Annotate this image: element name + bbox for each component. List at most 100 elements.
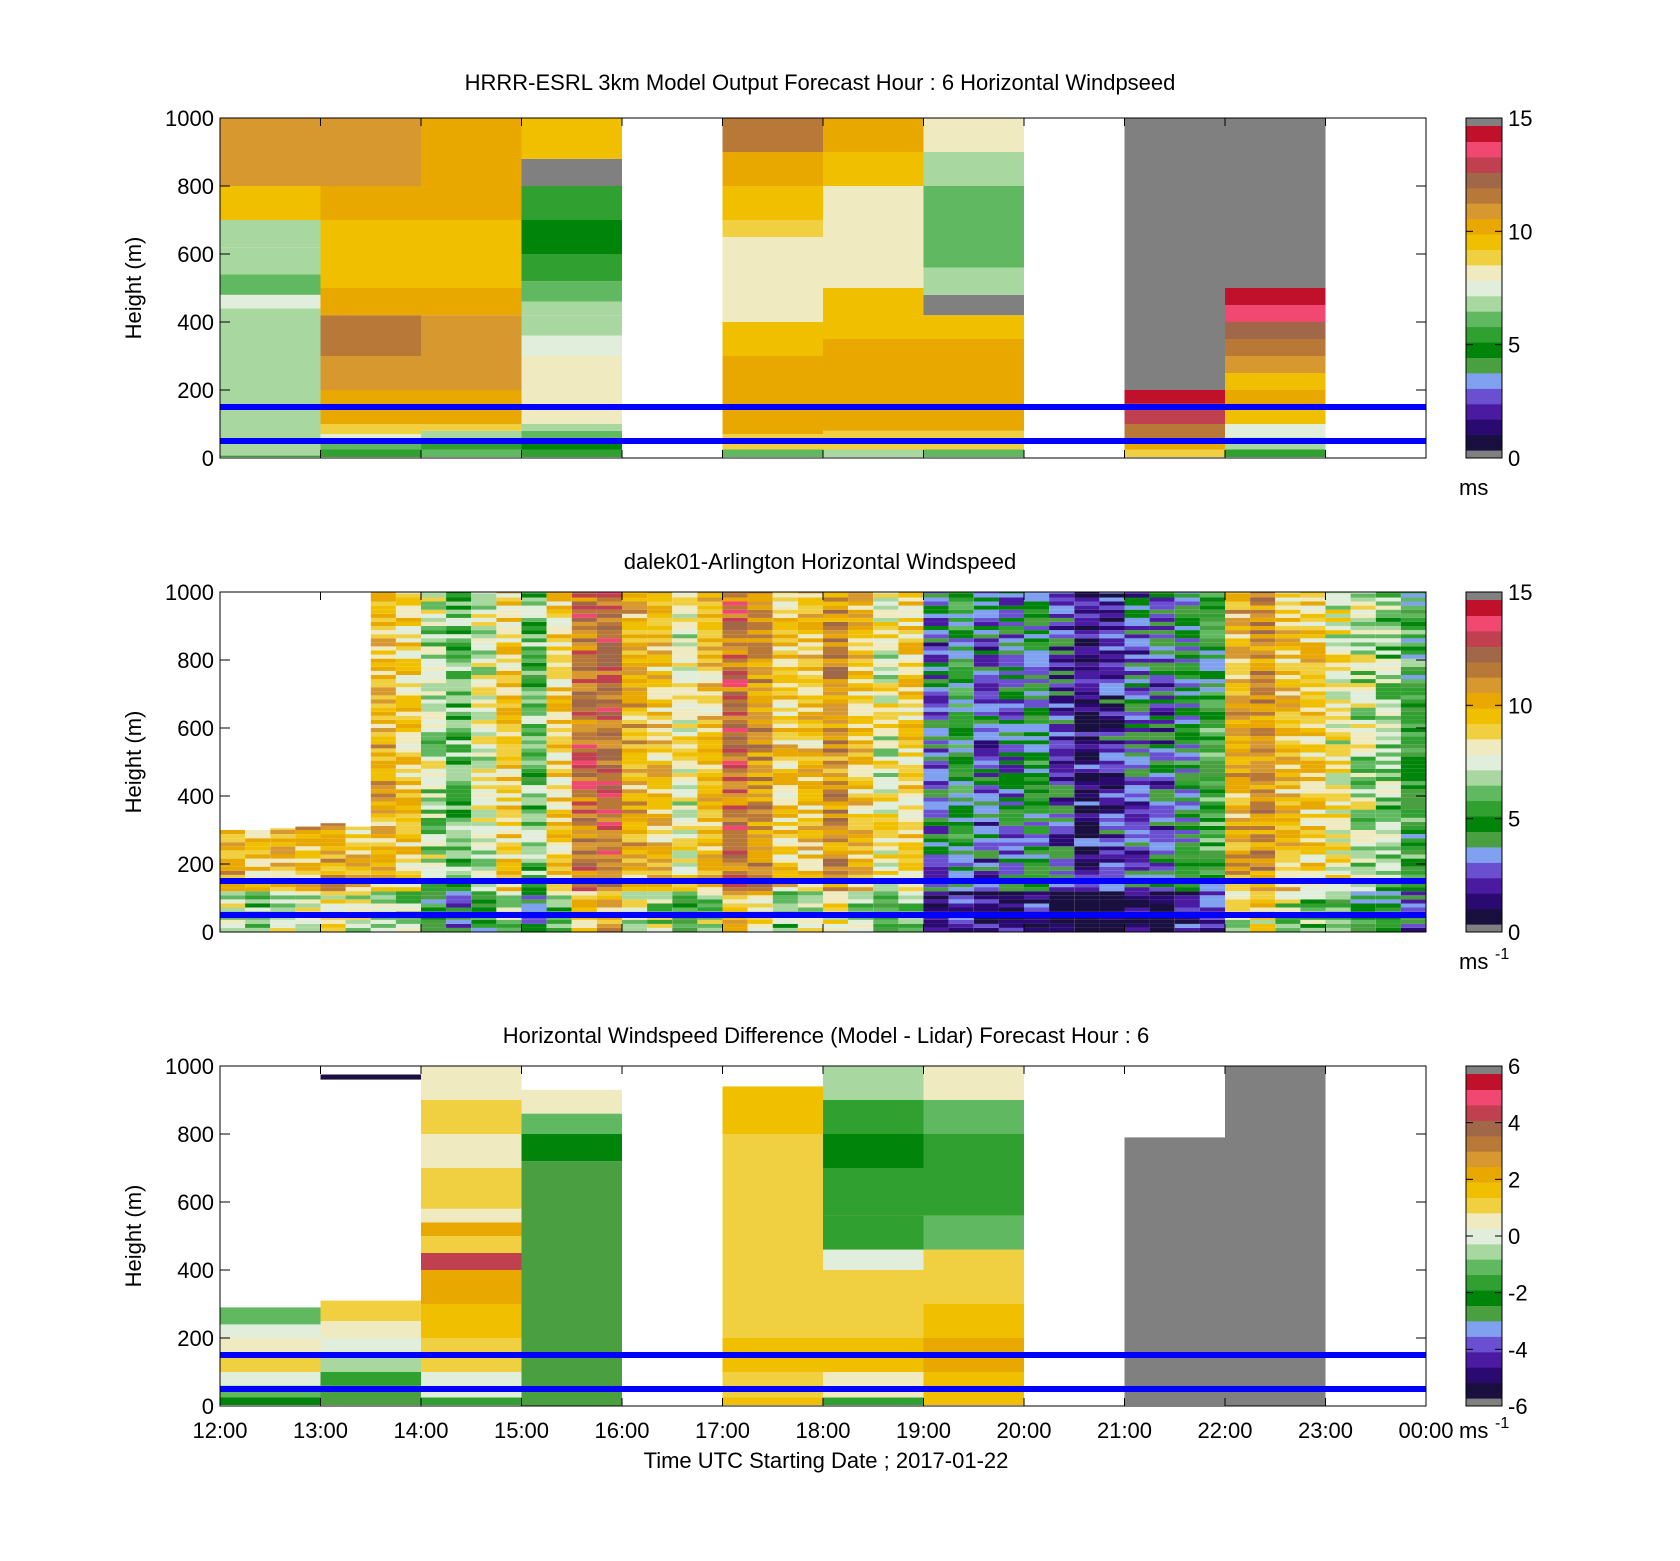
lidar-cell [1375,850,1401,855]
lidar-cell [797,789,823,794]
lidar-cell [1199,715,1225,720]
lidar-cell [747,899,773,904]
lidar-cell [973,923,999,928]
lidar-cell [1024,825,1050,830]
lidar-cell [1124,809,1150,814]
lidar-cell [1199,777,1225,782]
heatmap-cell [923,1304,1024,1338]
lidar-cell [622,752,648,757]
lidar-cell [1149,825,1175,830]
lidar-cell [496,797,522,802]
lidar-cell [1099,830,1125,835]
lidar-cell [647,605,673,610]
lidar-cell [848,781,874,786]
lidar-cell [471,654,497,659]
lidar-cell [848,838,874,843]
lidar-cell [1099,907,1125,912]
lidar-cell [973,862,999,867]
lidar-cell [1300,703,1326,708]
lidar-cell [873,662,899,667]
lidar-cell [521,732,547,737]
lidar-cell [1400,662,1426,667]
lidar-cell [421,756,447,761]
lidar-cell [1225,675,1251,680]
lidar-cell [245,858,271,863]
y-tick-label: 800 [177,174,214,199]
lidar-cell [1325,834,1351,839]
lidar-cell [622,613,648,618]
lidar-cell [973,825,999,830]
lidar-cell [1149,666,1175,671]
lidar-cell [898,732,924,737]
lidar-cell [898,744,924,749]
lidar-cell [521,675,547,680]
lidar-cell [998,809,1024,814]
lidar-cell [1250,679,1276,684]
lidar-cell [672,646,698,651]
lidar-cell [823,842,849,847]
lidar-cell [923,756,949,761]
lidar-cell [1174,817,1200,822]
lidar-cell [596,752,622,757]
lidar-cell [1350,650,1376,655]
lidar-cell [596,634,622,639]
lidar-cell [998,691,1024,696]
lidar-cell [873,695,899,700]
lidar-cell [672,805,698,810]
lidar-cell [1300,899,1326,904]
lidar-cell [1024,654,1050,659]
lidar-cell [973,662,999,667]
lidar-cell [1400,830,1426,835]
lidar-cell [1375,793,1401,798]
lidar-cell [873,825,899,830]
lidar-cell [722,821,748,826]
lidar-cell [546,752,572,757]
lidar-cell [370,744,396,749]
lidar-cell [948,662,974,667]
lidar-cell [1074,793,1100,798]
lidar-cell [747,870,773,875]
lidar-cell [973,752,999,757]
lidar-cell [1199,703,1225,708]
lidar-cell [647,858,673,863]
lidar-cell [672,638,698,643]
lidar-cell [1225,613,1251,618]
lidar-cell [395,813,421,818]
lidar-cell [747,825,773,830]
lidar-cell [923,679,949,684]
lidar-cell [496,927,522,932]
lidar-cell [848,621,874,626]
lidar-cell [1325,866,1351,871]
lidar-cell [848,830,874,835]
lidar-cell [1275,777,1301,782]
lidar-cell [923,887,949,892]
lidar-cell [772,670,798,675]
lidar-cell [421,605,447,610]
lidar-cell [220,846,246,851]
lidar-cell [446,834,472,839]
lidar-cell [1099,613,1125,618]
lidar-cell [1300,646,1326,651]
lidar-cell [948,927,974,932]
lidar-cell [647,699,673,704]
lidar-cell [647,862,673,867]
lidar-cell [320,923,346,928]
lidar-cell [823,695,849,700]
lidar-cell [722,781,748,786]
lidar-cell [370,715,396,720]
lidar-cell [797,874,823,879]
lidar-cell [1099,617,1125,622]
lidar-cell [1199,891,1225,896]
lidar-cell [1275,846,1301,851]
lidar-cell [596,821,622,826]
heatmap-cell [521,441,622,450]
lidar-cell [823,789,849,794]
lidar-cell [1400,789,1426,794]
lidar-cell [1149,592,1175,594]
y-tick-label: 400 [177,1258,214,1283]
lidar-cell [873,817,899,822]
difference-reference-lines [220,1352,1426,1392]
lidar-cell [395,658,421,663]
lidar-cell [1275,809,1301,814]
lidar-cell [1074,675,1100,680]
